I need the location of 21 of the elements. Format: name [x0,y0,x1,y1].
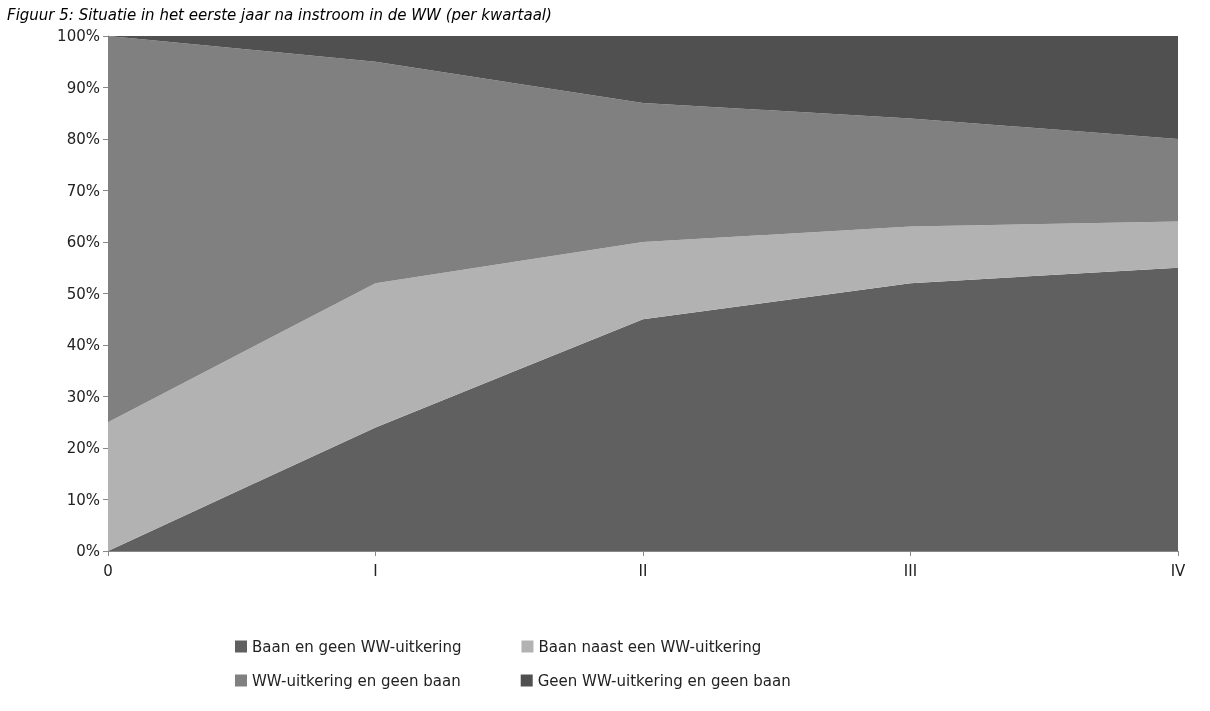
x-tick-label: 0 [103,561,113,580]
y-tick-label: 10% [66,490,100,509]
legend-label: WW-uitkering en geen baan [252,671,461,690]
y-tick-label: 70% [66,181,100,200]
legend-label: Baan naast een WW-uitkering [538,637,762,656]
x-tick-label: IV [1170,561,1187,580]
y-tick-label: 50% [66,284,100,303]
x-tick-label: I [373,561,378,580]
y-tick-label: 30% [66,387,100,406]
y-tick-label: 60% [66,233,100,251]
y-tick-label: 100% [57,27,100,45]
chart-title: Figuur 5: Situatie in het eerste jaar na instroom in de WW (per kwartaal) [7,5,552,24]
y-tick-label: 80% [66,130,100,148]
y-tick-label: 0% [76,542,100,560]
y-tick-label: 20% [66,439,100,457]
x-tick-label: II [638,561,648,580]
x-tick-label: III [903,561,918,580]
y-tick-label: 40% [66,336,100,354]
legend-label: Baan en geen WW-uitkering [252,637,462,656]
y-tick-label: 90% [66,78,100,97]
legend-label: Geen WW-uitkering en geen baan [537,671,791,690]
